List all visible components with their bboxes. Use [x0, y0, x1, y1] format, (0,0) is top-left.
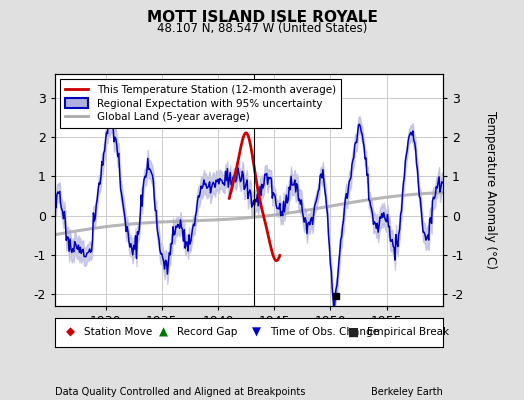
Text: 48.107 N, 88.547 W (United States): 48.107 N, 88.547 W (United States)	[157, 22, 367, 35]
Text: ◆: ◆	[66, 326, 75, 339]
Text: Record Gap: Record Gap	[177, 327, 237, 337]
Text: MOTT ISLAND ISLE ROYALE: MOTT ISLAND ISLE ROYALE	[147, 10, 377, 25]
Text: Berkeley Earth: Berkeley Earth	[371, 387, 443, 397]
Text: Data Quality Controlled and Aligned at Breakpoints: Data Quality Controlled and Aligned at B…	[55, 387, 305, 397]
Text: Empirical Break: Empirical Break	[367, 327, 449, 337]
Text: ▲: ▲	[159, 326, 168, 339]
Y-axis label: Temperature Anomaly (°C): Temperature Anomaly (°C)	[484, 111, 497, 269]
Text: Station Move: Station Move	[84, 327, 152, 337]
Text: ▼: ▼	[252, 326, 261, 339]
Text: ■: ■	[348, 326, 359, 339]
Legend: This Temperature Station (12-month average), Regional Expectation with 95% uncer: This Temperature Station (12-month avera…	[60, 79, 341, 128]
Text: Time of Obs. Change: Time of Obs. Change	[270, 327, 379, 337]
